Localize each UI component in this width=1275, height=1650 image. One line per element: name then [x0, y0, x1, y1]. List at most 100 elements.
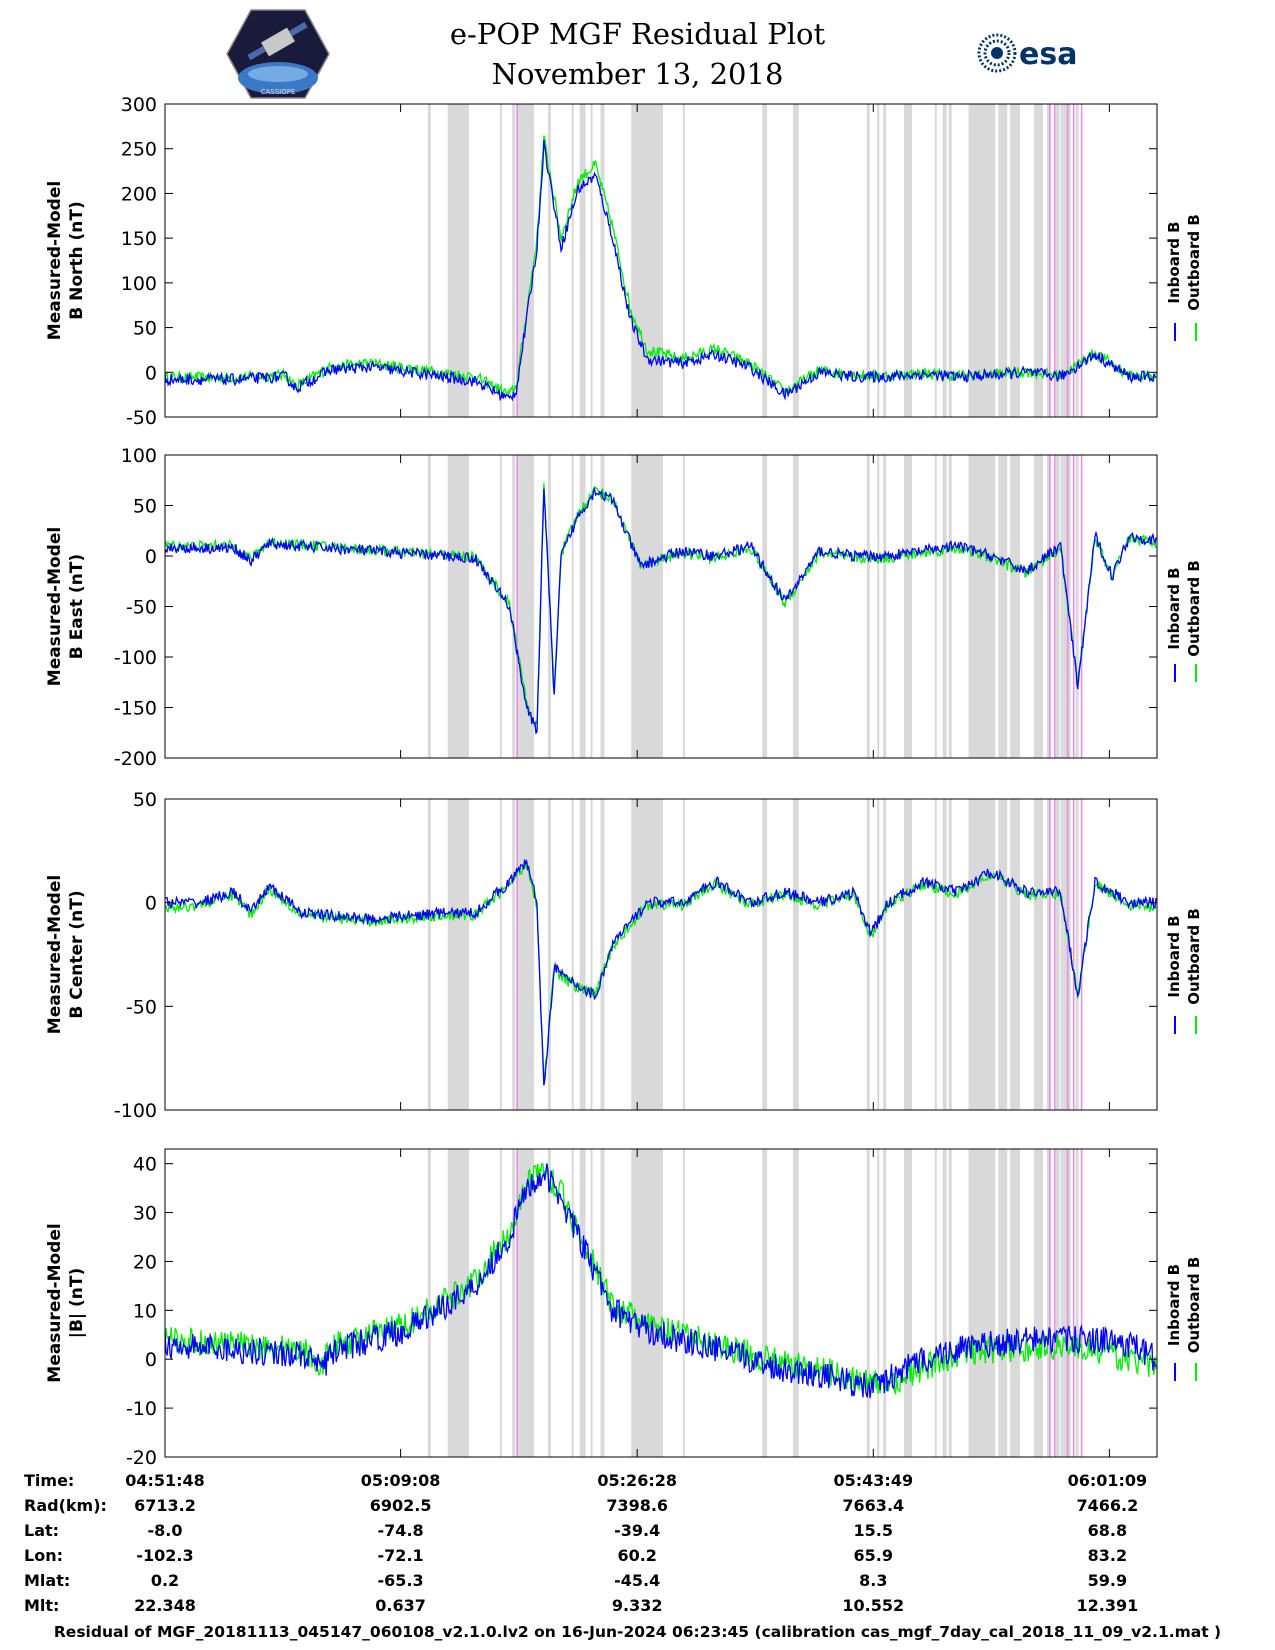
shaded-interval — [968, 1149, 996, 1457]
y-tick-label: 10 — [133, 1300, 157, 1322]
shaded-interval — [866, 104, 870, 417]
y-tick-label: 0 — [145, 893, 157, 915]
shaded-interval — [571, 455, 574, 758]
shaded-interval — [579, 104, 586, 417]
y-tick-label: 0 — [145, 362, 157, 384]
shaded-interval — [590, 1149, 593, 1457]
shaded-interval — [600, 1149, 605, 1457]
panel-frame — [164, 1148, 1158, 1458]
shaded-interval — [427, 1149, 431, 1457]
panel-frame — [164, 798, 1158, 1111]
shaded-interval — [1010, 799, 1021, 1110]
shaded-interval — [590, 455, 593, 758]
y-tick-label: -50 — [126, 597, 157, 619]
shaded-interval — [1046, 104, 1051, 417]
shaded-interval — [631, 799, 663, 1110]
shaded-interval — [792, 104, 799, 417]
shaded-interval — [590, 799, 593, 1110]
shaded-interval — [942, 1149, 947, 1457]
y-tick-label: -10 — [126, 1398, 157, 1420]
shaded-interval — [547, 104, 551, 417]
shaded-interval — [579, 455, 586, 758]
shaded-interval — [1010, 1149, 1021, 1457]
y-tick-label: -20 — [126, 1447, 157, 1469]
y-tick-label: 100 — [121, 445, 157, 467]
shaded-interval — [518, 1149, 535, 1457]
y-tick-label: -100 — [114, 1100, 157, 1122]
y-tick-label: 30 — [133, 1203, 157, 1225]
shaded-interval — [762, 1149, 768, 1457]
shaded-interval — [792, 455, 799, 758]
shaded-interval — [682, 104, 685, 417]
shaded-interval — [427, 104, 431, 417]
y-tick-label: -50 — [126, 407, 157, 429]
shaded-interval — [904, 799, 912, 1110]
shaded-interval — [499, 104, 502, 417]
panel-1: -50 0 50 100 150 200 250 300 Measured-Model B Nor… — [45, 94, 1203, 429]
shaded-interval — [518, 799, 535, 1110]
shaded-interval — [1060, 799, 1064, 1110]
shaded-interval — [968, 104, 996, 417]
shaded-interval — [1010, 455, 1021, 758]
shaded-interval — [1060, 104, 1064, 417]
shaded-interval — [631, 455, 663, 758]
shaded-interval — [1055, 104, 1060, 417]
shaded-interval — [883, 104, 887, 417]
shaded-interval — [1046, 799, 1051, 1110]
shaded-interval — [1075, 104, 1079, 417]
y-axis-label: Measured-Model B North (nT) — [45, 181, 87, 340]
shaded-interval — [448, 455, 470, 758]
shaded-interval — [1075, 799, 1079, 1110]
y-axis-label: Measured-Model B East (nT) — [45, 527, 87, 686]
y-tick-label: 200 — [121, 183, 157, 205]
y-tick-label: 50 — [133, 789, 157, 811]
chart-title: e-POP MGF Residual Plot — [449, 17, 826, 51]
legend-outboard: Outboard B — [1185, 214, 1203, 311]
shaded-interval — [866, 799, 870, 1110]
shaded-interval — [1046, 1149, 1051, 1457]
shaded-interval — [792, 1149, 799, 1457]
legend-inboard: Inboard B — [1165, 221, 1183, 303]
shaded-interval — [1055, 799, 1060, 1110]
chart-date: November 13, 2018 — [491, 57, 784, 91]
shaded-interval — [1033, 1149, 1043, 1457]
shaded-interval — [1063, 1149, 1067, 1457]
y-tick-label: 50 — [133, 318, 157, 340]
shaded-interval — [512, 1149, 516, 1457]
panel-4: -20 -10 0 10 20 30 40 Measured-Model |B| (nT) Inb… — [45, 1148, 1203, 1469]
shaded-interval — [1060, 455, 1064, 758]
y-axis-label: Measured-Model B Center (nT) — [45, 875, 87, 1034]
y-tick-label: 20 — [133, 1251, 157, 1273]
y-tick-label: 150 — [121, 228, 157, 250]
shaded-interval — [998, 799, 1008, 1110]
shaded-interval — [579, 799, 586, 1110]
shaded-interval — [547, 1149, 551, 1457]
shaded-interval — [1046, 455, 1051, 758]
shaded-interval — [877, 104, 880, 417]
esa-logo: esa — [977, 33, 1077, 73]
shaded-interval — [934, 1149, 937, 1457]
shaded-interval — [512, 455, 516, 758]
shaded-interval — [600, 455, 605, 758]
y-tick-label: -150 — [114, 698, 157, 720]
shaded-interval — [571, 799, 574, 1110]
shaded-interval — [948, 799, 952, 1110]
y-tick-label: 50 — [133, 496, 157, 518]
legend-inboard: Inboard B — [1165, 1264, 1183, 1346]
svg-text:CASSIOPE: CASSIOPE — [261, 88, 296, 96]
shaded-interval — [427, 455, 431, 758]
legend: Inboard B Outboard B — [1165, 1257, 1203, 1354]
shaded-interval — [1063, 455, 1067, 758]
title-block: e-POP MGF Residual Plot November 13, 201… — [0, 14, 1275, 94]
shaded-interval — [518, 104, 535, 417]
y-tick-label: 300 — [121, 94, 157, 116]
legend-outboard: Outboard B — [1185, 908, 1203, 1005]
panel-3: -100 -50 0 50 Measured-Model B Center (nT) Inb… — [45, 789, 1203, 1122]
shaded-interval — [499, 1149, 502, 1457]
shaded-interval — [942, 455, 947, 758]
shaded-interval — [904, 104, 912, 417]
shaded-interval — [1075, 1149, 1079, 1457]
shaded-interval — [968, 799, 996, 1110]
panel-frame — [164, 103, 1158, 418]
